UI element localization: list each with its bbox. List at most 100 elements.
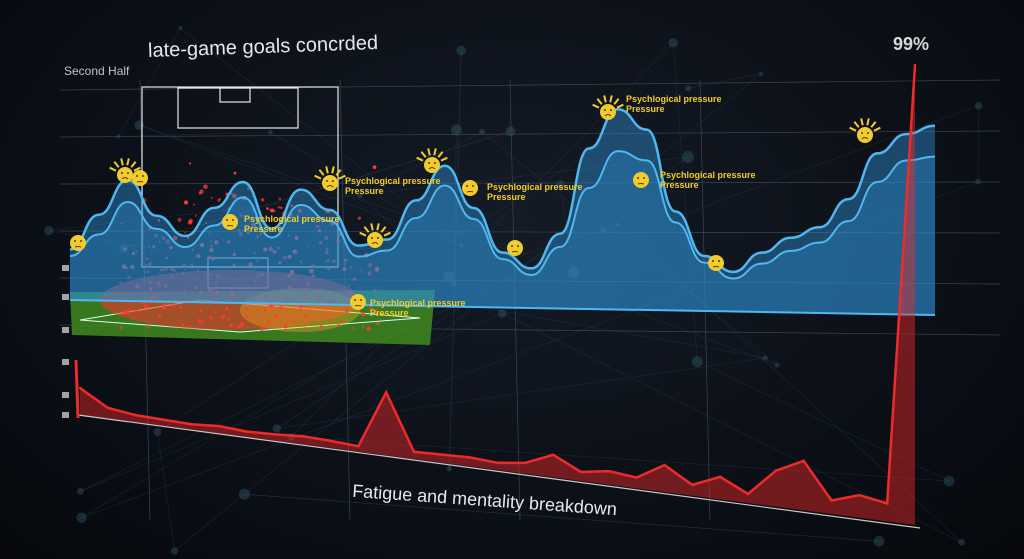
heatmap-dot [146,270,150,274]
heatmap-dot [234,277,237,280]
face-eye [712,260,714,262]
y-axis-tick [62,294,69,300]
red-point [245,430,249,433]
heatmap-dot [190,263,194,267]
heatmap-dot [328,299,333,305]
heatmap-dot [233,171,237,175]
stress-ray [325,166,329,174]
red-point [607,469,611,473]
stress-ray [609,95,613,103]
network-edge [139,124,778,366]
heatmap-dot [131,251,135,256]
goal-box [219,87,251,103]
area-line-series-2 [69,150,936,280]
heatmap-dot [301,294,306,299]
red-point [162,418,165,421]
penalty-box [177,87,299,129]
annotation-line: Psychlogical pressure [626,94,722,104]
heatmap-dot [263,308,267,313]
face [222,214,238,230]
grid-line [699,79,711,521]
heatmap-dot [256,235,260,239]
annotation-line: Pressure [244,224,283,234]
heatmap-dot [184,200,189,205]
annotation-line: Psychlogical pressure [345,176,441,186]
heatmap-dot [375,269,379,273]
heatmap-dot [309,268,314,274]
stress-ray [113,161,120,168]
heatmap-dot [229,323,233,327]
heatmap-dot [205,222,208,224]
heatmap-dot [277,206,281,209]
heatmap-dot [329,318,334,323]
heatmap-dot [278,261,282,265]
annotation-line: Psychlogical pressure [660,170,756,180]
heatmap-dot [181,272,185,276]
heatmap-dot [130,264,135,270]
heatmap-dot [193,285,198,290]
neutral-face-icon [708,255,724,271]
heatmap-dot [180,319,183,322]
red-point [496,461,499,464]
network-edge [80,313,503,492]
network-node [76,512,87,523]
heatmap-dot [232,193,237,199]
heatmap-dot [185,286,188,289]
heatmap-dot [153,233,158,238]
network-edge [502,313,962,543]
heatmap-dot [254,280,257,283]
network-edge [977,105,979,182]
y-axis-tick [62,327,69,333]
network-node [446,466,453,472]
heatmap-dot [290,299,293,302]
stress-ray [616,103,624,109]
stressed-face-icon [849,118,881,143]
heatmap-dot [183,290,186,293]
stress-ray [870,121,877,128]
heatmap-dot [340,318,345,323]
heatmap-dot [267,320,271,324]
annotation-line: Pressure [487,192,526,202]
network-edge [270,132,462,246]
heatmap-dot [349,266,353,269]
red-point [412,450,416,453]
network-node [873,535,885,547]
stress-ray [130,161,137,168]
heatmap-dot [298,304,304,309]
red-point [663,463,666,467]
red-point [913,63,917,67]
stressed-face-icon [109,158,141,183]
network-edge [481,131,604,230]
area-baseline [69,299,936,316]
network-node [668,38,678,48]
stress-ray [380,226,387,233]
heatmap-dot [351,326,355,330]
heatmap-dot [235,299,238,302]
heatmap-dot [233,253,236,256]
network-node [774,362,780,368]
annotation-pressure: Psychlogical pressure Pressure [487,182,583,202]
heatmap-dot [373,288,377,292]
annotation-line: Psychlogical pressure [244,214,340,224]
heatmap-dot [204,272,207,275]
face-eye [718,260,720,262]
network-edge [174,73,762,552]
heatmap-dot [210,196,213,199]
heatmap-dot [303,326,307,331]
face [70,235,86,251]
heatmap-dot [152,245,156,249]
heatmap-dot [361,325,365,329]
heatmap-dot [148,262,152,266]
heatmap-dot [123,310,127,315]
heatmap-dot [123,247,127,251]
heatmap-dot [221,314,226,319]
heatmap-dot [208,288,212,292]
heatmap-dot [213,310,217,314]
annotation-line: Pressure [660,180,699,190]
heatmap-dot [318,240,323,245]
heatmap-dot [214,281,218,284]
network-node [555,180,565,190]
red-point [830,499,833,502]
network-edge [291,436,950,482]
